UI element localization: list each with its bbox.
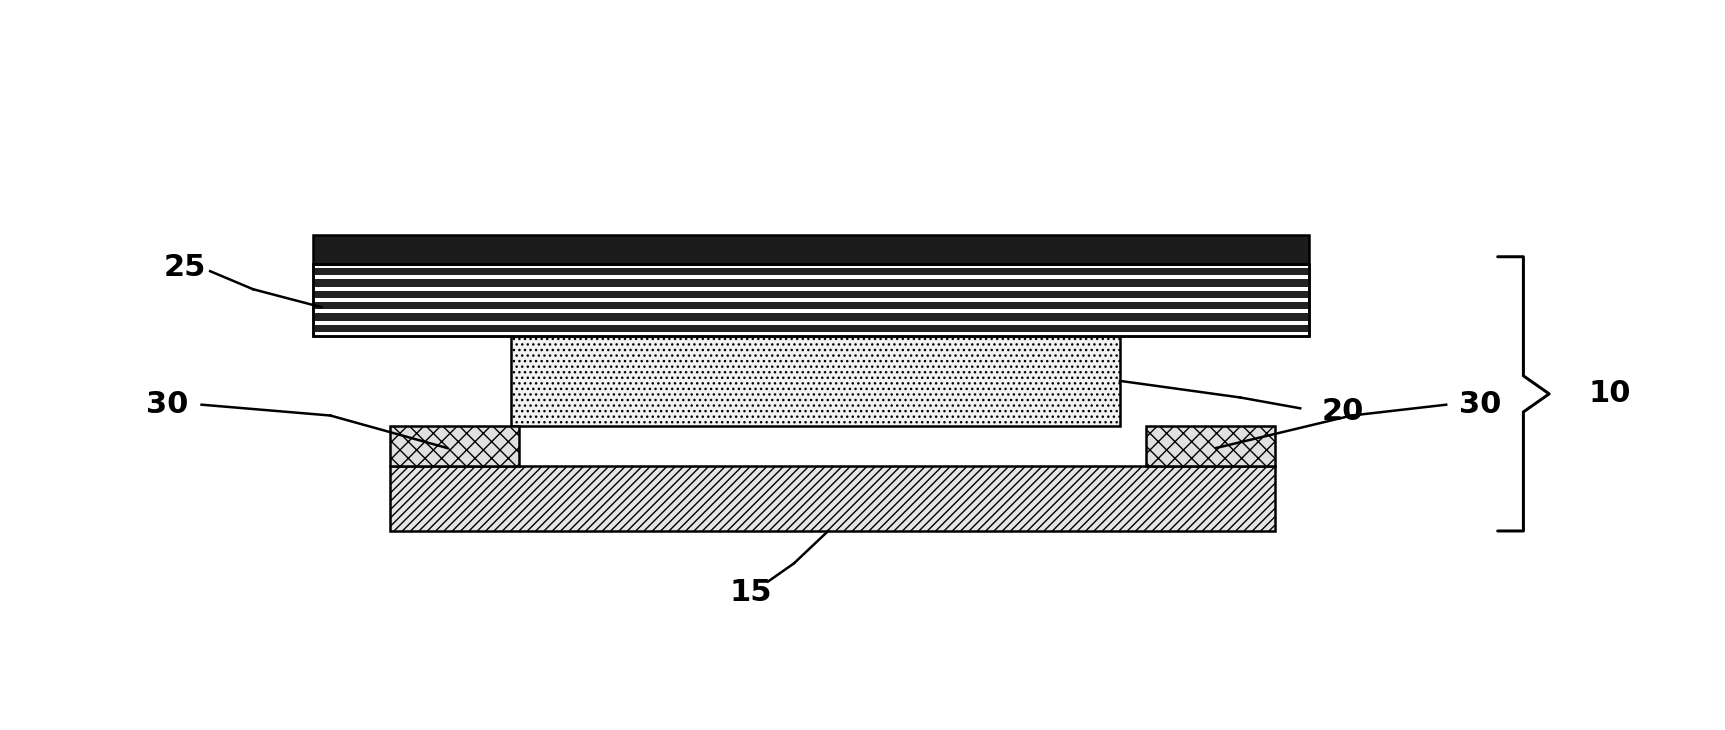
Bar — [314, 280, 1309, 287]
Bar — [314, 302, 1309, 310]
Text: 15: 15 — [730, 578, 773, 607]
Bar — [314, 268, 1309, 275]
Bar — [314, 313, 1309, 320]
Bar — [1145, 426, 1275, 466]
Bar — [314, 291, 1309, 298]
Bar — [314, 325, 1309, 332]
Text: 30: 30 — [147, 391, 188, 419]
Bar — [511, 336, 1120, 426]
Bar — [314, 235, 1309, 264]
Bar — [314, 264, 1309, 336]
Bar — [390, 426, 519, 466]
Bar — [314, 264, 1309, 336]
Text: 25: 25 — [164, 253, 205, 282]
Text: 20: 20 — [1321, 397, 1364, 426]
Bar — [390, 466, 1275, 531]
Text: 30: 30 — [1459, 391, 1502, 419]
Text: 10: 10 — [1589, 380, 1630, 408]
